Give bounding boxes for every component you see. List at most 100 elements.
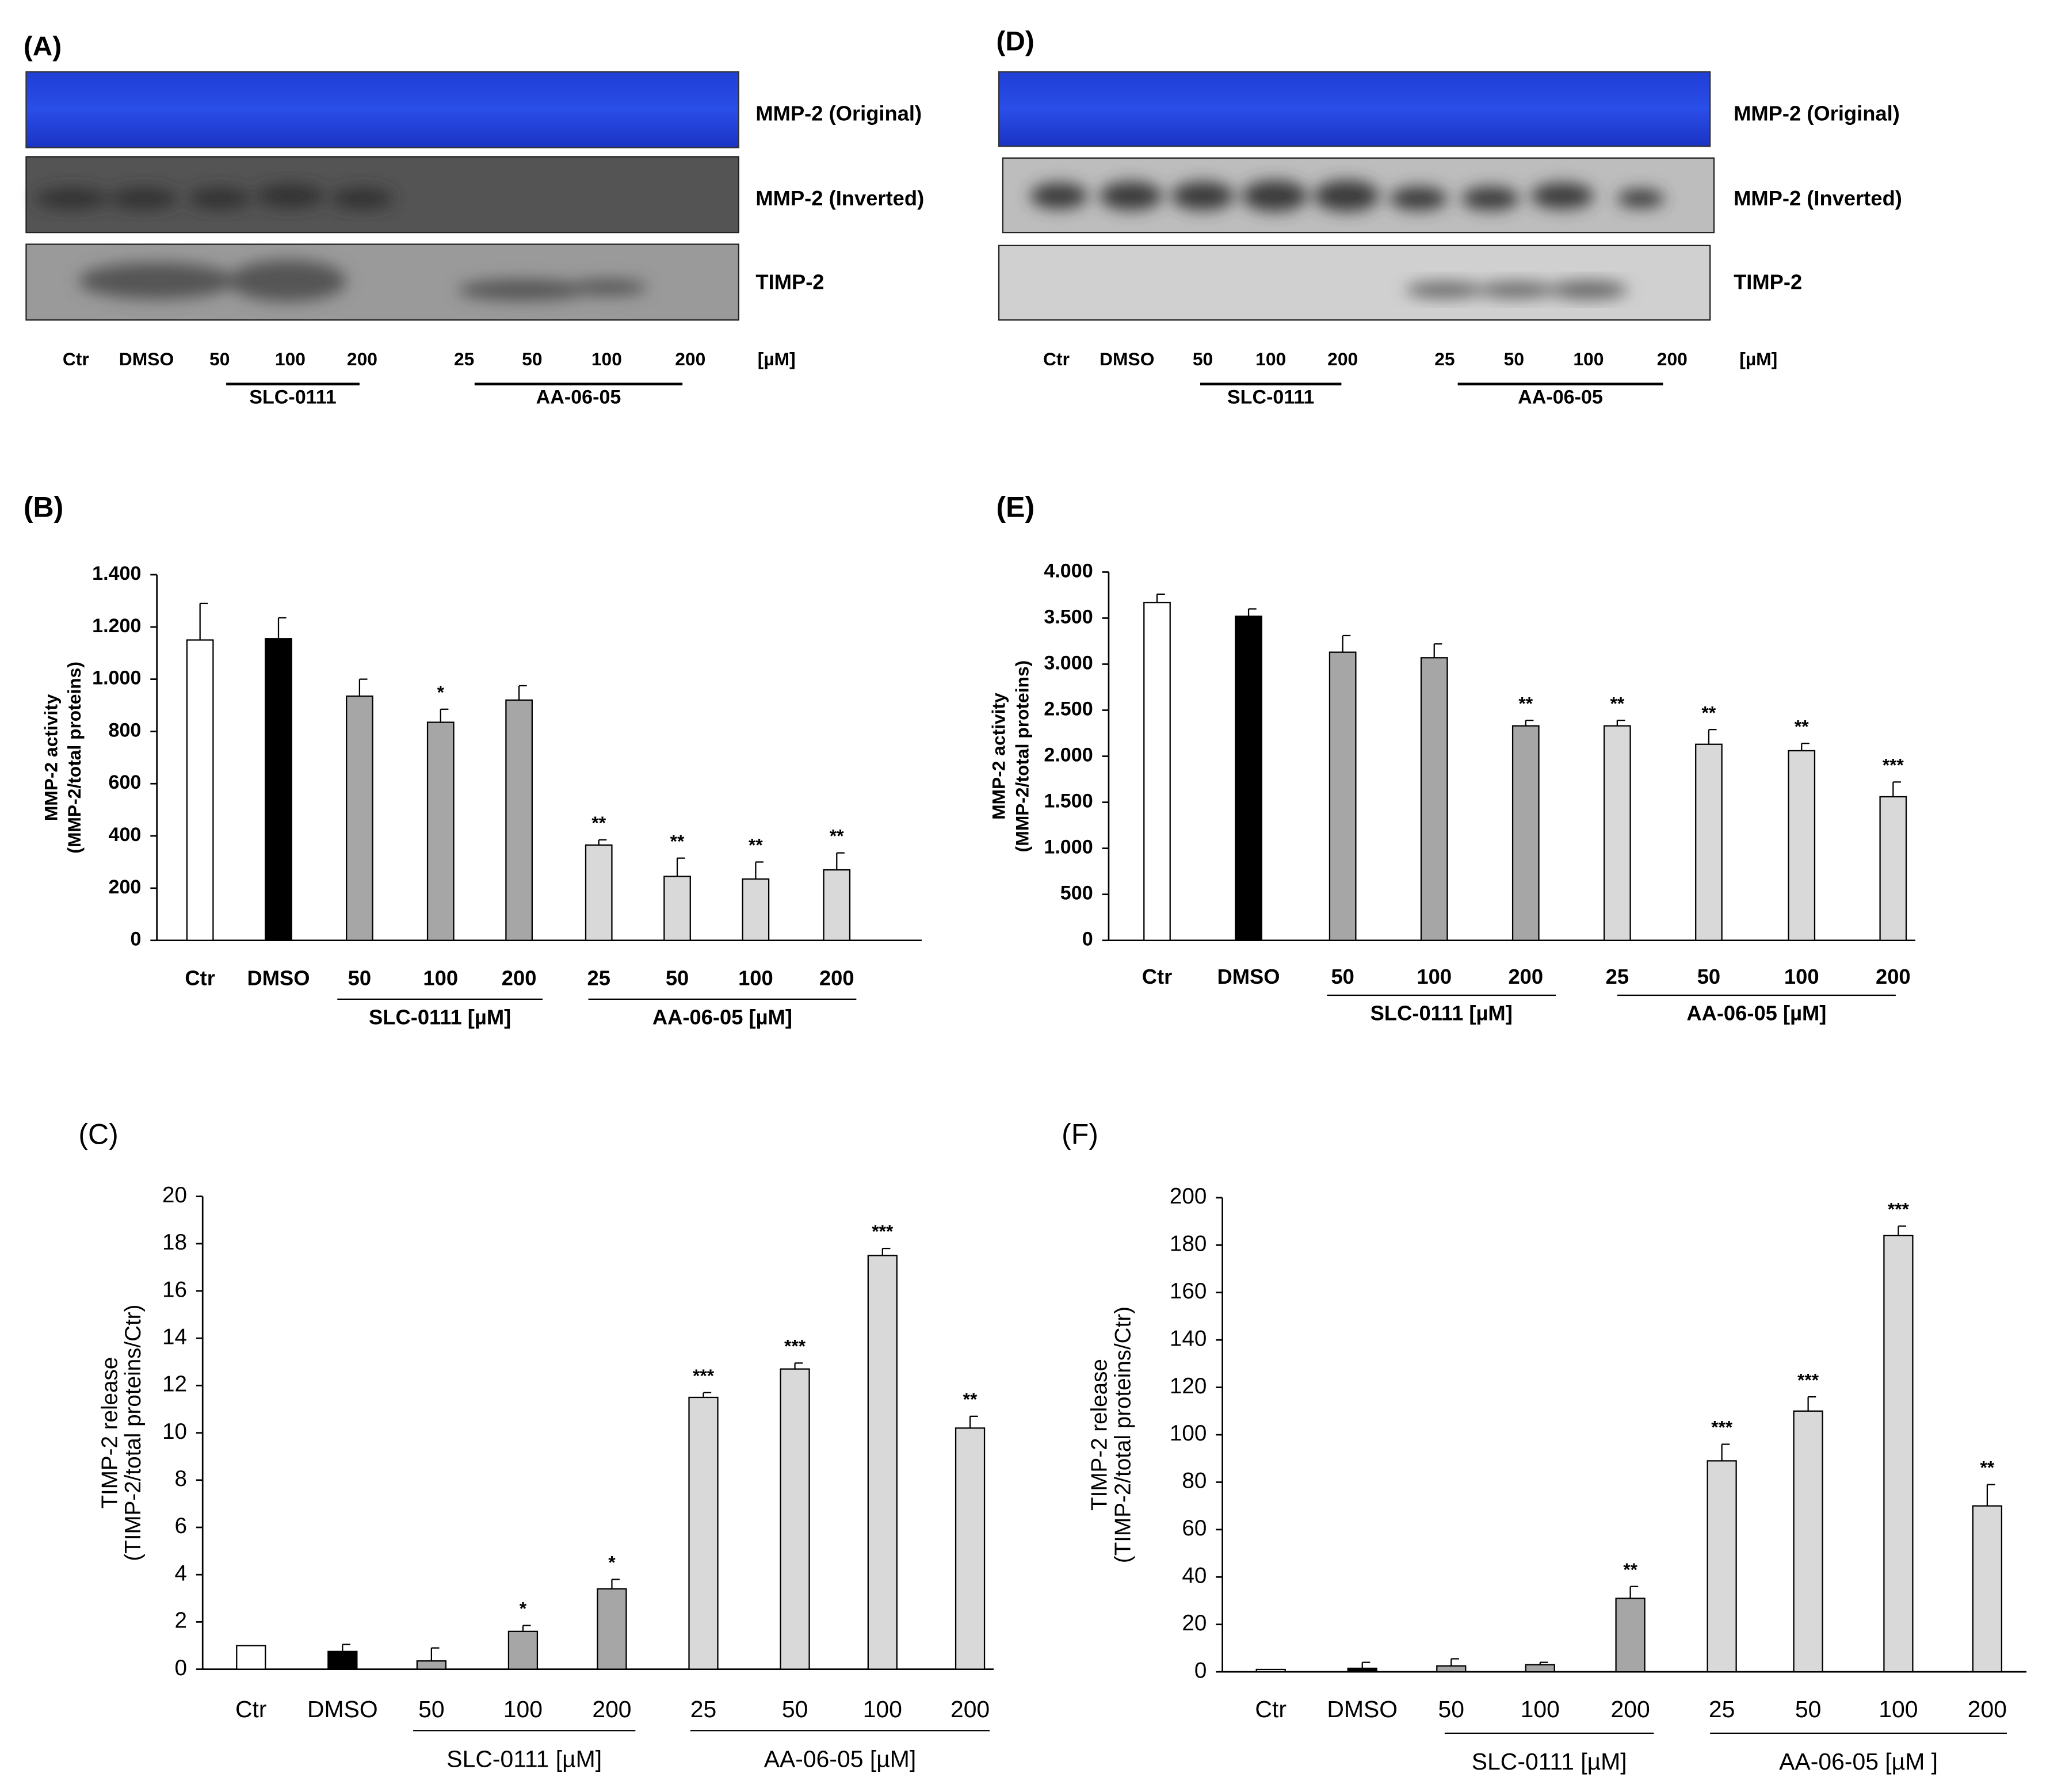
panel-label: (A): [24, 32, 62, 62]
bar: [346, 695, 373, 941]
x-tick-label: DMSO: [1217, 965, 1280, 988]
group-label: SLC-0111: [249, 386, 337, 408]
error-bar: [522, 1625, 531, 1631]
bar: [426, 721, 455, 941]
significance: ***: [1711, 1417, 1733, 1438]
y-tick-label: 800: [109, 719, 142, 741]
error-bar: [1986, 1484, 1995, 1506]
x-tick-label: 25: [587, 966, 610, 989]
y-tick-label: 500: [1060, 882, 1093, 904]
y-tick-label: 3.000: [1044, 652, 1093, 674]
error-bar: [430, 1647, 440, 1661]
x-tick-label: 100: [863, 1696, 902, 1722]
bar: [1347, 1667, 1377, 1673]
error-bar: [1156, 593, 1165, 603]
y-tick-label: 100: [1170, 1421, 1207, 1446]
y-tick-label: 400: [109, 824, 142, 846]
group-label: SLC-0111 [µM]: [369, 1006, 511, 1029]
bar: [327, 1650, 358, 1670]
error-bar: [342, 1644, 350, 1652]
bar: [867, 1255, 898, 1670]
y-tick-label: 200: [109, 876, 142, 898]
error-bar: [1801, 743, 1810, 751]
significance: ***: [693, 1365, 715, 1386]
bar: [1793, 1410, 1823, 1673]
x-tick-label: 100: [1784, 965, 1819, 988]
significance: ***: [1883, 755, 1904, 775]
bar: [1420, 657, 1448, 941]
significance: **: [591, 812, 606, 833]
error-bar: [277, 617, 287, 639]
bar: [585, 844, 613, 941]
lane-label: 25: [454, 349, 474, 369]
error-bar: [1807, 1396, 1816, 1411]
bar: [416, 1660, 446, 1670]
significance: ***: [1888, 1199, 1910, 1220]
y-tick-label: 0: [130, 929, 141, 950]
row-label: MMP-2 (Original): [755, 101, 922, 125]
y-tick-label: 600: [109, 771, 142, 793]
y-axis-label: (TIMP-2/total proteins/Ctr): [1110, 1306, 1135, 1563]
y-tick-label: 12: [162, 1372, 187, 1397]
bar: [1615, 1598, 1646, 1673]
bar: [236, 1645, 266, 1670]
error-bar: [1898, 1225, 1907, 1236]
error-bar: [1629, 1585, 1639, 1599]
lane-label: Ctr: [1043, 349, 1070, 369]
bar: [1788, 750, 1816, 941]
error-bar: [518, 685, 527, 700]
panel-label: (C): [78, 1118, 118, 1150]
x-tick-label: 50: [1438, 1696, 1464, 1722]
y-axis-label: MMP-2 activity: [40, 694, 61, 821]
bar: [780, 1368, 810, 1670]
x-tick-label: 100: [423, 966, 458, 989]
y-tick-label: 1.000: [92, 667, 141, 689]
x-tick-label: 100: [1417, 965, 1452, 988]
error-bar: [703, 1392, 712, 1397]
row-label: TIMP-2: [1734, 270, 1802, 293]
group-label: AA-06-05: [1518, 386, 1603, 408]
y-axis-label: (MMP-2/total proteins): [1012, 660, 1033, 853]
y-tick-label: 200: [1170, 1184, 1207, 1209]
error-bar: [1721, 1443, 1730, 1461]
x-tick-label: 200: [592, 1696, 631, 1722]
bar: [597, 1588, 627, 1670]
panel-label: (E): [997, 491, 1035, 524]
bar: [265, 638, 292, 941]
error-bar: [1433, 643, 1442, 658]
y-tick-label: 1.400: [92, 563, 141, 584]
panel-label: (F): [1062, 1118, 1098, 1150]
x-tick-label: Ctr: [1142, 965, 1173, 988]
bar: [1235, 616, 1262, 941]
y-tick-label: 6: [174, 1514, 186, 1538]
y-tick-label: 1.200: [92, 615, 141, 637]
lane-label: 200: [675, 349, 705, 369]
y-tick-label: 140: [1170, 1326, 1207, 1351]
bar: [1255, 1668, 1286, 1673]
bar: [663, 876, 691, 941]
error-bar: [676, 857, 685, 877]
group-label: SLC-0111 [µM]: [1371, 1002, 1513, 1025]
lane-label: 200: [1327, 349, 1358, 369]
x-tick-label: Ctr: [235, 1696, 267, 1722]
y-tick-label: 4.000: [1044, 560, 1093, 582]
y-tick-label: 2.000: [1044, 744, 1093, 766]
panel-label: (B): [24, 491, 63, 524]
y-tick-label: 80: [1182, 1469, 1207, 1493]
group-label: AA-06-05 [µM ]: [1779, 1748, 1938, 1775]
y-tick-label: 3.500: [1044, 606, 1093, 628]
bar: [507, 1630, 539, 1670]
lane-label: 100: [591, 349, 622, 369]
bar: [1972, 1505, 2003, 1673]
x-tick-label: 200: [819, 966, 854, 989]
y-axis-label: MMP-2 activity: [988, 693, 1009, 820]
significance: ***: [1797, 1369, 1819, 1390]
y-tick-label: 1.000: [1044, 836, 1093, 858]
lane-label: DMSO: [1100, 349, 1154, 369]
group-label: AA-06-05 [µM]: [1686, 1002, 1826, 1025]
bar: [1604, 725, 1631, 941]
x-tick-label: 50: [1331, 965, 1354, 988]
x-tick-label: 50: [1795, 1696, 1821, 1722]
group-label: AA-06-05 [µM]: [764, 1745, 916, 1772]
